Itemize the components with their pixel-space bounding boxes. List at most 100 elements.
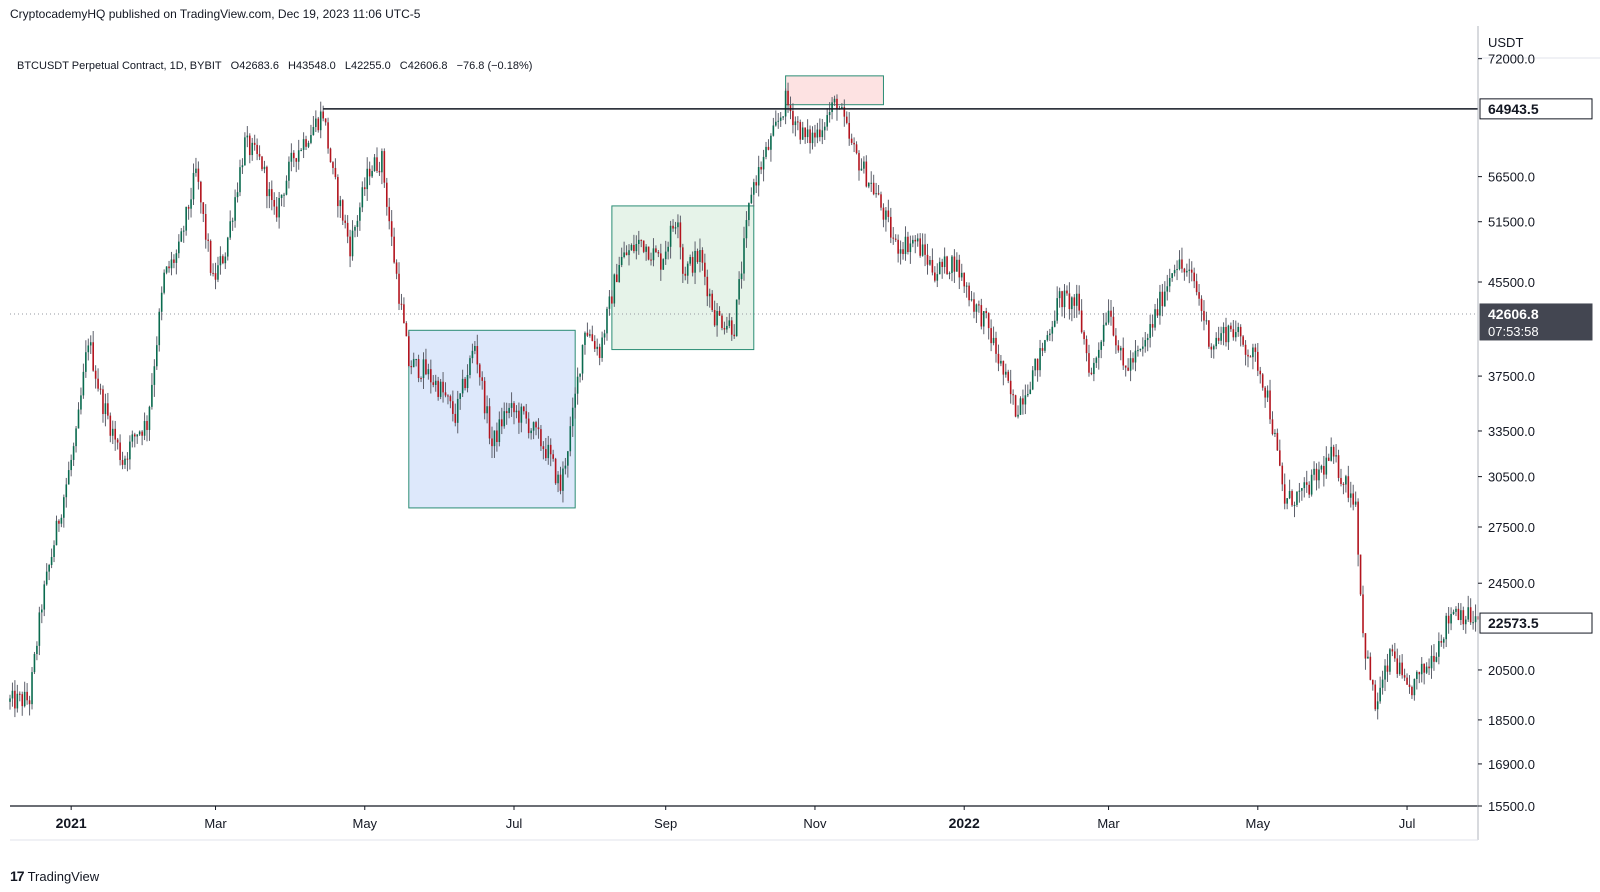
- candle-body: [1164, 291, 1166, 307]
- current-price-tag: 42606.8 07:53:58: [1479, 303, 1593, 341]
- candle-body: [1438, 641, 1440, 657]
- candle-body: [916, 238, 919, 242]
- candle-body: [1234, 332, 1237, 338]
- candle-body: [735, 299, 738, 337]
- tradingview-logo[interactable]: 17 TradingView: [10, 868, 99, 884]
- candle-body: [297, 150, 300, 162]
- candle-body: [1247, 354, 1249, 357]
- candle-body: [1345, 476, 1347, 485]
- candle-body: [814, 132, 816, 138]
- axis-layer: 2021 Mar May Jul Sep Nov 2022 Mar May Jul USDT 7200…: [10, 26, 1600, 841]
- resistance-price-tag-box: [1479, 98, 1593, 120]
- current-price-tag-timer: 07:53:58: [1488, 324, 1539, 339]
- candle-body: [1450, 614, 1452, 624]
- candle-body: [131, 434, 134, 442]
- candle-body: [481, 377, 484, 381]
- candle-body: [33, 654, 36, 673]
- candle-body: [816, 129, 819, 138]
- candle-body: [867, 182, 870, 187]
- candle-body: [726, 325, 728, 330]
- candle-body: [567, 451, 569, 466]
- candle-body: [434, 380, 437, 385]
- candle-body: [270, 189, 273, 201]
- candle-body: [579, 373, 581, 377]
- candle-body: [618, 265, 621, 283]
- candle-body: [185, 206, 187, 231]
- candle-body: [1208, 320, 1210, 347]
- candle-body: [454, 413, 457, 423]
- candle-body: [1313, 468, 1315, 475]
- candle-body: [1249, 356, 1252, 358]
- candle-body: [346, 222, 349, 237]
- candle-body: [1058, 291, 1061, 299]
- candle-body: [1396, 658, 1399, 674]
- candle-body: [466, 374, 469, 389]
- candle-body: [444, 392, 447, 396]
- x-tick-label: Jul: [1399, 816, 1416, 831]
- candle-body: [278, 198, 280, 218]
- candle-body: [625, 252, 628, 256]
- candle-body: [1384, 665, 1386, 680]
- candle-body: [1083, 332, 1085, 340]
- candle-body: [275, 206, 278, 218]
- candle-body: [107, 403, 109, 416]
- candle-body: [405, 323, 408, 337]
- candle-body: [620, 257, 623, 266]
- candle-body: [589, 334, 591, 336]
- candle-body: [934, 272, 936, 281]
- candle-body: [1044, 340, 1046, 351]
- candle-body: [924, 244, 926, 255]
- candle-body: [363, 187, 366, 190]
- candle-body: [598, 346, 601, 358]
- candle-body: [586, 332, 589, 336]
- candle-body: [689, 257, 691, 264]
- candle-body: [1007, 371, 1010, 381]
- candle-body: [904, 236, 907, 255]
- candle-body: [1102, 324, 1105, 342]
- candle-body: [1347, 476, 1350, 498]
- candle-body: [89, 342, 92, 346]
- candle-body: [1442, 639, 1445, 643]
- candle-body: [892, 237, 895, 239]
- candle-body: [14, 690, 16, 709]
- candle-body: [359, 207, 361, 221]
- candle-body: [655, 248, 657, 253]
- candle-body: [826, 115, 828, 127]
- candle-body: [1266, 390, 1269, 398]
- candle-body: [828, 112, 831, 116]
- candle-body: [390, 221, 393, 237]
- candle-body: [1210, 346, 1213, 350]
- candle-body: [1301, 488, 1303, 491]
- candle-body: [496, 430, 498, 443]
- candle-body: [1004, 371, 1007, 375]
- price-chart[interactable]: 2021 Mar May Jul Sep Nov 2022 Mar May Jul USDT 7200…: [0, 26, 1600, 862]
- candle-body: [863, 161, 865, 169]
- candle-body: [1132, 358, 1134, 363]
- candle-body: [1425, 666, 1428, 673]
- candle-body: [669, 225, 672, 247]
- candle-body: [307, 142, 310, 147]
- candle-body: [1149, 324, 1151, 338]
- candle-body: [765, 146, 767, 157]
- candle-body: [151, 384, 153, 407]
- candle-body: [1095, 357, 1098, 363]
- candle-body: [461, 378, 464, 394]
- candle-body: [1034, 358, 1036, 371]
- candle-body: [1472, 622, 1474, 624]
- candle-body: [853, 142, 855, 145]
- candle-body: [1374, 684, 1377, 710]
- candle-body: [1293, 504, 1296, 506]
- symbol-legend[interactable]: BTCUSDT Perpetual Contract, 1D, BYBIT O4…: [17, 60, 538, 72]
- candle-body: [1022, 398, 1024, 405]
- candle-body: [877, 193, 880, 195]
- candle-body: [745, 220, 748, 239]
- candle-body: [637, 239, 640, 244]
- candle-body: [1352, 493, 1355, 505]
- candle-body: [67, 470, 70, 485]
- candle-body: [831, 102, 833, 113]
- candle-body: [1049, 333, 1051, 336]
- candle-body: [43, 584, 46, 610]
- candle-body: [921, 244, 924, 256]
- x-tick-label: Mar: [1097, 816, 1120, 831]
- chart-frame[interactable]: 2021 Mar May Jul Sep Nov 2022 Mar May Jul USDT 7200…: [0, 26, 1600, 862]
